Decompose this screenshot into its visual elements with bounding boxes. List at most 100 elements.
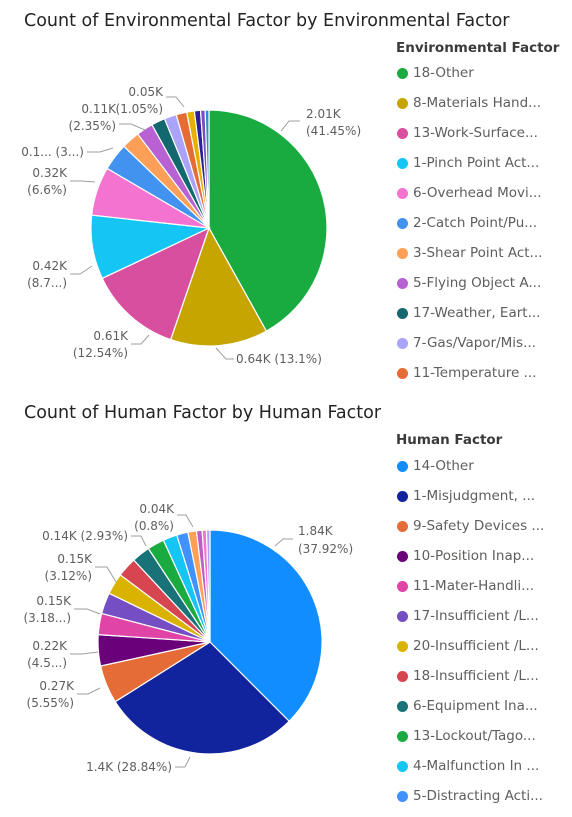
leader-line (274, 538, 293, 547)
legend-item[interactable]: 6-Overhead Movi... (396, 183, 542, 203)
environmental-factor-chart: Count of Environmental Factor by Environ… (0, 0, 572, 400)
legend-item[interactable]: 5-Distracting Acti... (396, 786, 543, 806)
legend-label: 4-Malfunction In ... (413, 758, 540, 774)
legend-item[interactable]: 2-Catch Point/Pu... (396, 213, 537, 233)
human-pie: 1.84K (37.92%) 1.4K (28.84%) 0.27K (5.55%) 0.… (23, 502, 353, 774)
legend-item[interactable]: 13-Work-Surface... (396, 123, 538, 143)
legend-item[interactable]: 8-Materials Hand... (396, 93, 541, 113)
leader-line (177, 514, 194, 528)
legend-marker (397, 460, 408, 472)
legend-marker (397, 490, 408, 502)
leader-line (131, 334, 150, 345)
legend-label: 18-Other (413, 65, 474, 81)
data-label: 0.27K (5.55%) (27, 679, 76, 710)
leader-line (175, 756, 191, 768)
legend-title: Human Factor (396, 432, 503, 448)
legend-marker (397, 760, 408, 772)
leader-line (215, 347, 234, 360)
legend-item[interactable]: 3-Shear Point Act... (396, 243, 542, 263)
legend-marker (397, 307, 408, 319)
pie-slice[interactable] (209, 529, 323, 723)
legend-label: 17-Insufficient /L... (413, 608, 539, 624)
legend-marker (397, 247, 408, 259)
legend-item[interactable]: 17-Weather, Eart... (396, 303, 540, 323)
legend-label: 13-Lockout/Tago... (413, 728, 536, 744)
data-label: 0.15K (3.18...) (23, 594, 72, 625)
leader-line (77, 687, 101, 695)
legend-item[interactable]: 1-Pinch Point Act... (396, 153, 539, 173)
legend-marker (397, 730, 408, 742)
data-label: 0.15K (3.12%) (45, 552, 94, 583)
legend-label: 1-Misjudgment, ... (413, 488, 536, 504)
legend-item[interactable]: 11-Temperature ... (396, 363, 537, 383)
legend-item[interactable]: 5-Flying Object A... (396, 273, 541, 293)
legend-item[interactable]: 20-Insufficient /L... (396, 636, 539, 656)
legend-marker (397, 520, 408, 532)
legend-item[interactable]: 4-Malfunction In ... (396, 756, 539, 776)
legend-item[interactable]: 17-Insufficient /L... (396, 606, 539, 626)
legend-item[interactable]: 10-Position Inap... (396, 546, 534, 566)
legend-marker (397, 670, 408, 682)
leader-line (95, 566, 117, 583)
data-label: 0.64K (13.1%) (236, 352, 322, 366)
legend-label: 11-Mater-Handli... (413, 578, 535, 594)
legend-item[interactable]: 18-Other (396, 63, 474, 83)
legend-title: Environmental Factor (396, 40, 560, 56)
legend-label: 17-Weather, Eart... (413, 305, 541, 321)
legend-marker (397, 337, 408, 349)
pie-slice[interactable] (208, 109, 328, 332)
data-label: 0.14K (2.93%) (42, 529, 128, 543)
legend-item[interactable]: 9-Safety Devices ... (396, 516, 544, 536)
leader-line (74, 608, 101, 615)
data-label: 0.1... (3...) (21, 145, 84, 159)
pie-slice[interactable] (114, 641, 290, 755)
legend-label: 10-Position Inap... (413, 548, 535, 564)
legend-item[interactable]: 1-Misjudgment, ... (396, 486, 535, 506)
leader-line (280, 120, 300, 132)
legend-marker (397, 580, 408, 592)
legend: Environmental Factor 18-Other 8-Materials… (396, 40, 560, 381)
legend-item[interactable]: 18-Insufficient /L... (396, 666, 539, 686)
legend: Human Factor 14-Other 1-Misjudgment, ... 9… (396, 432, 544, 804)
legend-marker (397, 187, 408, 199)
legend-label: 18-Insufficient /L... (413, 668, 539, 684)
leader-line (166, 96, 185, 108)
legend-label: 2-Catch Point/Pu... (413, 215, 538, 231)
legend-label: 7-Gas/Vapor/Mis... (413, 335, 536, 351)
data-label: 0.32K (6.6%) (27, 166, 68, 197)
legend-marker (397, 700, 408, 712)
legend-label: 5-Flying Object A... (413, 275, 542, 291)
legend-item[interactable]: 11-Mater-Handli... (396, 576, 534, 596)
pie-slice[interactable] (205, 529, 211, 643)
environmental-pie: 2.01K (41.45%) 0.64K (13.1%) 0.61K (12.54%) 0… (21, 85, 361, 366)
leader-line (119, 123, 146, 131)
pie-slice[interactable] (101, 226, 211, 341)
legend-label: 11-Temperature ... (413, 365, 537, 381)
pie-slice[interactable] (169, 226, 268, 347)
legend-marker (397, 127, 408, 139)
leader-line (70, 651, 99, 655)
legend-item[interactable]: 13-Lockout/Tago... (396, 726, 536, 746)
legend-marker (397, 550, 408, 562)
data-label: 1.84K (37.92%) (298, 524, 353, 556)
data-label: 0.11K (2.35%) (69, 102, 118, 133)
legend-label: 9-Safety Devices ... (413, 518, 545, 534)
legend-marker (397, 367, 408, 379)
data-label: 2.01K (41.45%) (306, 107, 361, 138)
legend-marker (397, 610, 408, 622)
legend-label: 3-Shear Point Act... (413, 245, 543, 261)
data-label: 0.05K (1.05%) (116, 85, 165, 116)
legend-item[interactable]: 7-Gas/Vapor/Mis... (396, 333, 536, 353)
legend-label: 1-Pinch Point Act... (413, 155, 540, 171)
data-label: 1.4K (28.84%) (86, 760, 172, 774)
legend-marker (397, 97, 408, 109)
legend-label: 6-Overhead Movi... (413, 185, 542, 201)
legend-item[interactable]: 6-Equipment Ina... (396, 696, 538, 716)
legend-label: 6-Equipment Ina... (413, 698, 538, 714)
legend-marker (397, 640, 408, 652)
leader-line (131, 535, 147, 547)
chart-title: Count of Environmental Factor by Environ… (24, 11, 510, 31)
data-label: 0.22K (4.5...) (27, 639, 68, 670)
legend-item[interactable]: 14-Other (396, 456, 474, 476)
pie-slice[interactable] (204, 109, 210, 229)
